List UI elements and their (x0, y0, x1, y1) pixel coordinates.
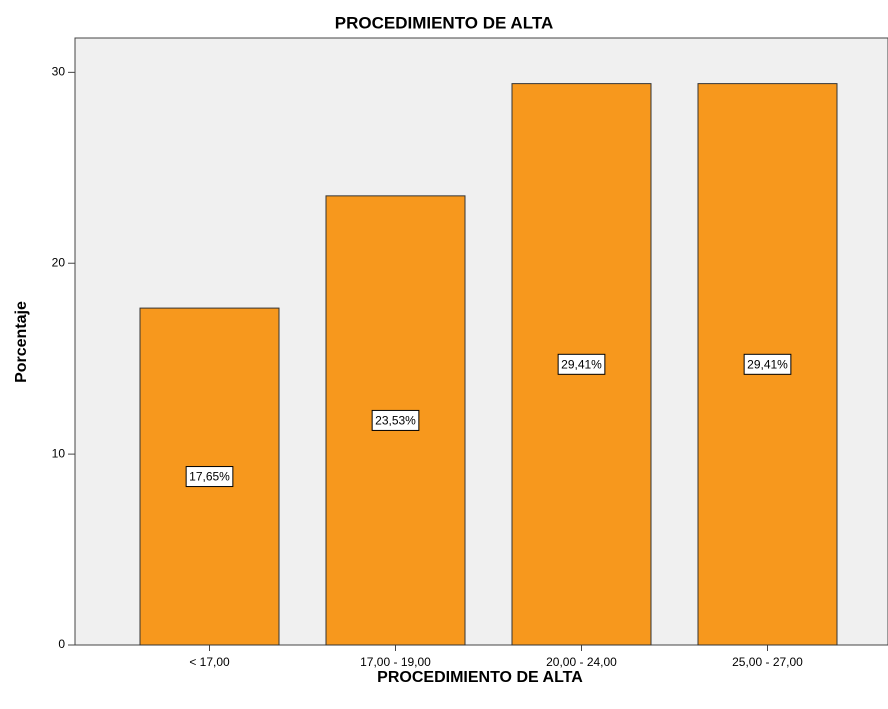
y-tick-label: 20 (52, 255, 66, 269)
y-tick-label: 10 (52, 446, 66, 460)
value-label: 17,65% (189, 470, 230, 484)
chart-title: PROCEDIMIENTO DE ALTA (335, 13, 554, 32)
y-tick-label: 0 (58, 637, 65, 651)
value-label-box (557, 353, 606, 375)
bar (139, 307, 280, 646)
value-label: 29,41% (561, 357, 602, 371)
x-tick-label: 25,00 - 27,00 (732, 655, 803, 669)
value-label-box (743, 353, 792, 375)
value-label-box (185, 466, 234, 488)
value-label: 23,53% (375, 414, 416, 428)
value-label-box (371, 409, 420, 431)
x-tick-label: 20,00 - 24,00 (546, 655, 617, 669)
x-tick-label: 17,00 - 19,00 (360, 655, 431, 669)
y-tick-label: 30 (52, 65, 66, 79)
x-axis-title: PROCEDIMIENTO DE ALTA (377, 669, 583, 686)
x-tick-label: < 17,00 (189, 655, 230, 669)
y-axis-title: Porcentaje (13, 301, 30, 383)
value-label: 29,41% (747, 357, 788, 371)
